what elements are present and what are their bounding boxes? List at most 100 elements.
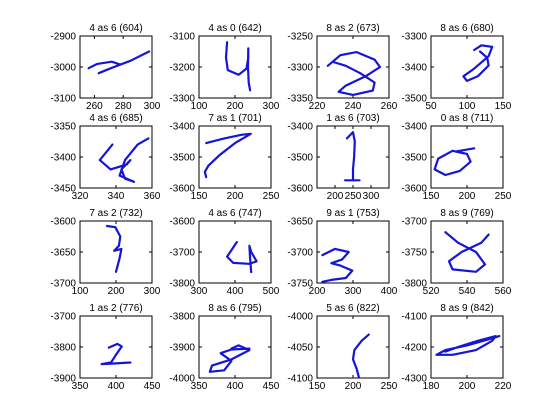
y-tick-label: -4100: [401, 312, 427, 323]
y-tick-label: -3600: [287, 184, 313, 195]
y-tick-label: -4000: [287, 312, 313, 323]
y-tick-label: -3700: [50, 312, 76, 323]
y-tick-label: -3350: [50, 122, 76, 133]
digit-stroke: [226, 241, 258, 274]
y-tick-label: -3900: [50, 374, 76, 385]
y-tick-label: -3400: [401, 63, 427, 74]
x-tick-label: 400: [381, 286, 398, 297]
subplot-title: 8 as 6 (795): [208, 303, 261, 314]
x-tick-label: 100: [191, 101, 208, 112]
y-tick-label: -3400: [287, 122, 313, 133]
x-tick-label: 200: [459, 381, 476, 392]
y-tick-label: -3300: [169, 94, 195, 105]
x-tick-label: 240: [345, 101, 362, 112]
y-tick-label: -3450: [50, 184, 76, 195]
digit-stroke: [208, 344, 251, 373]
x-tick-label: 150: [423, 191, 440, 202]
x-tick-label: 350: [191, 381, 208, 392]
subplot-7: 1 as 6 (703) 200 250 300 -3400 -3500 -3600: [287, 113, 390, 202]
x-tick-label: 300: [363, 191, 380, 202]
x-tick-label: 50: [425, 101, 437, 112]
subplot-10: 4 as 6 (747) 300 400 500 -3600 -3700 -3800: [169, 208, 279, 297]
subplot-title: 8 as 2 (673): [326, 23, 379, 34]
y-tick-label: -4050: [287, 343, 313, 354]
x-tick-label: 100: [459, 101, 476, 112]
x-tick-label: 250: [495, 191, 512, 202]
x-tick-label: 280: [115, 101, 132, 112]
y-tick-label: -3800: [401, 279, 427, 290]
subplot-1: 4 as 6 (604) 260 280 300 -2900 -3000 -3100: [50, 23, 160, 112]
x-tick-label: 340: [108, 191, 125, 202]
x-tick-label: 250: [381, 381, 398, 392]
x-tick-label: 300: [345, 286, 362, 297]
y-tick-label: -3400: [401, 122, 427, 133]
subplot-title: 5 as 6 (822): [326, 303, 379, 314]
digit-stroke: [444, 231, 490, 273]
subplot-4: 8 as 6 (680) 50 100 150 -3300 -3400 -3500: [401, 23, 511, 112]
y-tick-label: -2900: [50, 32, 76, 43]
y-tick-label: -3600: [169, 217, 195, 228]
x-tick-label: 200: [227, 191, 244, 202]
y-tick-label: -3800: [50, 343, 76, 354]
x-tick-label: 100: [72, 286, 89, 297]
digit-stroke: [100, 342, 132, 366]
x-tick-label: 300: [263, 101, 280, 112]
digit-stroke: [435, 335, 501, 356]
x-tick-label: 200: [309, 286, 326, 297]
x-tick-label: 560: [495, 286, 512, 297]
digit-stroke: [462, 44, 494, 83]
digit-stroke: [344, 131, 361, 182]
x-tick-label: 220: [309, 101, 326, 112]
subplot-9: 7 as 2 (732) 100 200 300 -3600 -3650 -3700: [50, 208, 160, 297]
y-tick-label: -4100: [287, 374, 313, 385]
x-tick-label: 360: [144, 191, 161, 202]
y-tick-label: -3650: [287, 217, 313, 228]
digit-stroke: [87, 50, 151, 75]
subplot-title: 8 as 9 (769): [440, 208, 493, 219]
y-tick-label: -3750: [401, 248, 427, 259]
x-tick-label: 540: [459, 286, 476, 297]
x-tick-label: 260: [86, 101, 103, 112]
x-tick-label: 400: [227, 286, 244, 297]
subplot-title: 7 as 2 (732): [89, 208, 142, 219]
x-tick-label: 200: [227, 101, 244, 112]
axes-box: [430, 35, 504, 99]
y-tick-label: -3600: [401, 184, 427, 195]
subplot-14: 8 as 6 (795) 350 400 450 -3800 -3900 -4000: [169, 303, 279, 392]
x-tick-label: 150: [191, 191, 208, 202]
y-tick-label: -4300: [401, 374, 427, 385]
x-tick-label: 350: [72, 381, 89, 392]
y-tick-label: -3800: [169, 312, 195, 323]
x-tick-label: 220: [495, 381, 512, 392]
x-tick-label: 520: [423, 286, 440, 297]
subplot-title: 4 as 6 (747): [208, 208, 261, 219]
y-tick-label: -3600: [169, 184, 195, 195]
subplot-3: 8 as 2 (673) 220 240 260 -3250 -3300 -3350: [287, 23, 397, 112]
axes-box: [430, 220, 504, 284]
x-tick-label: 180: [423, 381, 440, 392]
subplot-title: 4 as 0 (642): [208, 23, 261, 34]
axes-box: [79, 125, 153, 189]
x-tick-label: 450: [144, 381, 161, 392]
y-tick-label: -4000: [169, 374, 195, 385]
subplot-title: 8 as 6 (680): [440, 23, 493, 34]
x-tick-label: 450: [263, 381, 280, 392]
y-tick-label: -3000: [50, 63, 76, 74]
x-tick-label: 250: [263, 191, 280, 202]
y-tick-label: -3700: [50, 279, 76, 290]
x-tick-label: 500: [263, 286, 280, 297]
subplot-6: 7 as 1 (701) 150 200 250 -3400 -3500 -3600: [169, 113, 279, 202]
y-tick-label: -3650: [50, 248, 76, 259]
digit-stroke: [105, 224, 123, 273]
x-tick-label: 200: [345, 381, 362, 392]
y-tick-label: -3350: [287, 94, 313, 105]
x-tick-label: 300: [144, 286, 161, 297]
y-tick-label: -3700: [401, 217, 427, 228]
x-tick-label: 200: [108, 286, 125, 297]
subplot-title: 4 as 6 (685): [89, 113, 142, 124]
subplot-title: 0 as 8 (711): [441, 113, 494, 124]
x-tick-label: 250: [345, 191, 362, 202]
y-tick-label: -3900: [169, 343, 195, 354]
subplot-title: 7 as 1 (701): [208, 113, 261, 124]
